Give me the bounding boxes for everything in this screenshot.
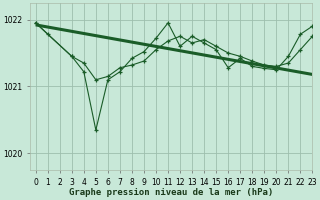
X-axis label: Graphe pression niveau de la mer (hPa): Graphe pression niveau de la mer (hPa) xyxy=(69,188,273,197)
